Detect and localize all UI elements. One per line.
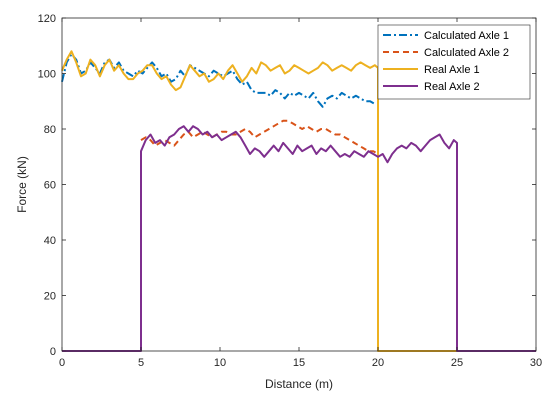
y-tick-label: 100 [38, 69, 56, 81]
legend-label-1: Calculated Axle 1 [424, 30, 509, 42]
y-tick-label: 120 [38, 13, 56, 25]
y-tick-label: 20 [44, 291, 56, 303]
x-tick-label: 5 [138, 357, 144, 369]
x-axis-label: Distance (m) [265, 377, 333, 391]
series-line-2 [140, 119, 379, 155]
series-line-3 [61, 50, 536, 352]
ticks-layer: 0 5 10 15 20 25 30 0 20 40 60 80 100 120 [38, 13, 542, 369]
x-tick-label: 10 [214, 357, 226, 369]
legend-label-3: Real Axle 1 [424, 64, 480, 76]
x-tick-label: 15 [293, 357, 305, 369]
series-layer [61, 50, 536, 352]
x-tick-label: 20 [372, 357, 384, 369]
legend-label-4: Real Axle 2 [424, 81, 480, 93]
y-tick-label: 80 [44, 124, 56, 136]
x-tick-label: 25 [451, 357, 463, 369]
legend-label-2: Calculated Axle 2 [424, 47, 509, 59]
legend: Calculated Axle 1 Calculated Axle 2 Real A… [377, 24, 531, 100]
y-tick-label: 40 [44, 235, 56, 247]
y-axis-label: Force (kN) [15, 156, 29, 213]
y-tick-label: 0 [50, 346, 56, 358]
x-tick-label: 30 [530, 357, 542, 369]
x-tick-label: 0 [59, 357, 65, 369]
series-line-4 [62, 125, 536, 352]
series-line-1 [61, 53, 376, 108]
y-tick-label: 60 [44, 180, 56, 192]
